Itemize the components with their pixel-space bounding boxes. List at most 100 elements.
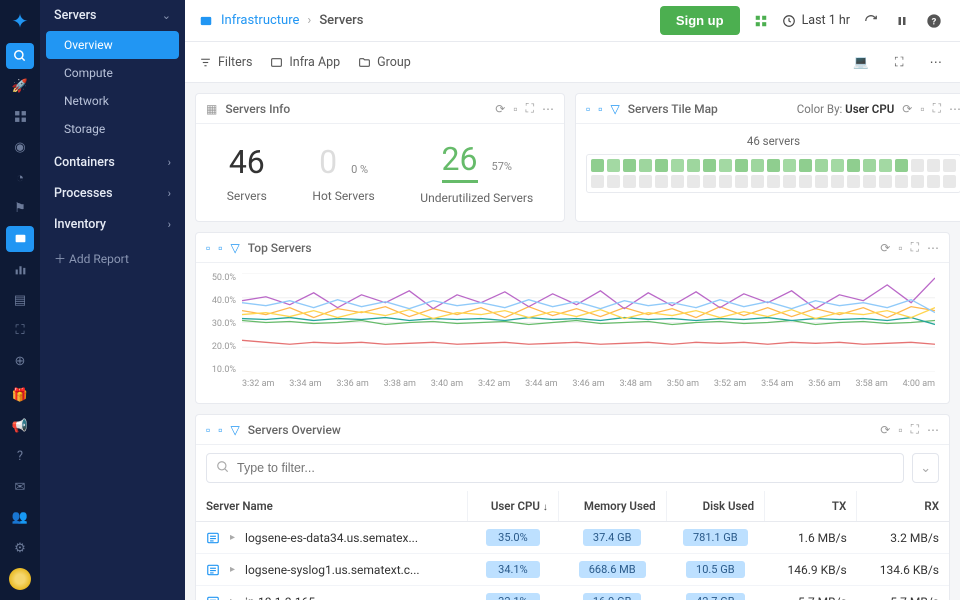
rail-megaphone-icon[interactable]: 📢 <box>6 413 34 440</box>
refresh-icon[interactable]: ⟳ <box>880 241 890 255</box>
tile[interactable] <box>911 159 924 172</box>
help-icon[interactable]: ? <box>922 9 946 33</box>
sidebar-item-storage[interactable]: Storage <box>40 115 185 143</box>
tile[interactable] <box>623 159 636 172</box>
expand-icon[interactable]: ⛶ <box>911 240 919 255</box>
sidebar-item-network[interactable]: Network <box>40 87 185 115</box>
minimize-icon[interactable]: ▫ <box>513 102 517 116</box>
table-header[interactable]: Server Name <box>196 491 468 522</box>
table-header[interactable]: Memory Used <box>558 491 666 522</box>
tile[interactable] <box>623 175 636 188</box>
expand-icon[interactable]: ▸ <box>230 532 235 543</box>
more-icon[interactable]: ⋯ <box>927 423 939 437</box>
expand-icon[interactable]: ⛶ <box>933 101 941 116</box>
expand-icon[interactable]: ⛶ <box>911 422 919 437</box>
tile[interactable] <box>719 159 732 172</box>
rail-globe-icon[interactable]: ◉ <box>6 134 34 161</box>
infra-app-button[interactable]: Infra App <box>270 55 340 70</box>
refresh-icon[interactable]: ⟳ <box>880 423 890 437</box>
sidebar-section-processes[interactable]: Processes › <box>40 178 185 209</box>
sidebar-add-report[interactable]: ＋ Add Report <box>40 240 185 277</box>
refresh-icon[interactable]: ⟳ <box>902 102 912 116</box>
rail-clock-icon[interactable]: ◔ <box>6 165 34 192</box>
tile[interactable] <box>703 175 716 188</box>
table-header[interactable]: Disk Used <box>666 491 765 522</box>
filters-button[interactable]: Filters <box>199 55 252 70</box>
tile[interactable] <box>719 175 732 188</box>
tile[interactable] <box>943 159 956 172</box>
tile[interactable] <box>687 159 700 172</box>
tile[interactable] <box>927 175 940 188</box>
tile[interactable] <box>767 175 780 188</box>
tile[interactable] <box>815 175 828 188</box>
tile[interactable] <box>783 175 796 188</box>
minimize-icon[interactable]: ▫ <box>898 241 902 255</box>
tile[interactable] <box>831 175 844 188</box>
filter-dropdown[interactable]: ⌄ <box>912 453 939 483</box>
table-row[interactable]: ▸logsene-syslog1.us.sematext.c...34.1%66… <box>196 554 949 586</box>
tile[interactable] <box>639 159 652 172</box>
tile[interactable] <box>751 175 764 188</box>
rail-gift-icon[interactable]: 🎁 <box>6 382 34 409</box>
tile[interactable] <box>847 159 860 172</box>
tile[interactable] <box>911 175 924 188</box>
filter-input[interactable] <box>206 453 904 483</box>
rail-gear-icon[interactable]: ⚙ <box>6 535 34 562</box>
pause-icon[interactable] <box>892 11 912 31</box>
filter-icon[interactable]: ▽ <box>611 102 620 116</box>
rail-avatar[interactable] <box>6 566 34 593</box>
rail-scan-icon[interactable]: ⛶ <box>6 317 34 344</box>
group-button[interactable]: Group <box>358 55 411 70</box>
refresh-icon[interactable] <box>860 10 882 32</box>
tile[interactable] <box>815 159 828 172</box>
tilemap[interactable] <box>586 154 960 193</box>
tile[interactable] <box>847 175 860 188</box>
filter-icon[interactable]: ▽ <box>231 241 240 255</box>
tile[interactable] <box>879 159 892 172</box>
chart[interactable]: 50.0%40.0%30.0%20.0%10.0% 3:32 am3:34 am… <box>206 273 939 393</box>
timerange-picker[interactable]: Last 1 hr <box>782 13 850 28</box>
rail-search-icon[interactable] <box>6 43 34 70</box>
rail-grid-icon[interactable] <box>6 104 34 131</box>
tile[interactable] <box>703 159 716 172</box>
tile[interactable] <box>687 175 700 188</box>
tile[interactable] <box>607 159 620 172</box>
table-header[interactable]: RX <box>857 491 949 522</box>
signup-button[interactable]: Sign up <box>660 6 740 35</box>
rail-doc-icon[interactable]: ▤ <box>6 287 34 314</box>
sidebar-item-overview[interactable]: Overview <box>46 31 179 59</box>
minimize-icon[interactable]: ▫ <box>898 423 902 437</box>
sidebar-section-inventory[interactable]: Inventory › <box>40 209 185 240</box>
tile[interactable] <box>735 159 748 172</box>
rail-infra-icon[interactable] <box>6 226 34 253</box>
rail-flag-icon[interactable]: ⚑ <box>6 195 34 222</box>
table-row[interactable]: ▸logsene-es-data34.us.sematex...35.0%37.… <box>196 522 949 554</box>
tile[interactable] <box>863 159 876 172</box>
sidebar-section-containers[interactable]: Containers › <box>40 147 185 178</box>
minimize-icon[interactable]: ▫ <box>920 102 924 116</box>
tile[interactable] <box>671 175 684 188</box>
tile[interactable] <box>655 159 668 172</box>
tile[interactable] <box>943 175 956 188</box>
more-icon[interactable]: ⋯ <box>926 50 947 74</box>
tile[interactable] <box>863 175 876 188</box>
logo-icon[interactable]: ✦ <box>6 8 34 35</box>
rail-chart-icon[interactable] <box>6 256 34 283</box>
more-icon[interactable]: ⋯ <box>927 241 939 255</box>
breadcrumb-link[interactable]: Infrastructure <box>221 13 299 28</box>
sidebar-section-servers[interactable]: Servers ⌄ <box>40 0 185 31</box>
apps-icon[interactable] <box>750 10 772 32</box>
tile[interactable] <box>591 175 604 188</box>
tile[interactable] <box>751 159 764 172</box>
rail-mail-icon[interactable]: ✉ <box>6 474 34 501</box>
tile[interactable] <box>799 175 812 188</box>
table-row[interactable]: ▸ip-10-1-3-16532.1%16.9 GB42.7 GB5.7 MB/… <box>196 586 949 600</box>
tile[interactable] <box>639 175 652 188</box>
tile[interactable] <box>607 175 620 188</box>
expand-icon[interactable]: ⛶ <box>526 101 534 116</box>
tile[interactable] <box>783 159 796 172</box>
tile[interactable] <box>879 175 892 188</box>
tile[interactable] <box>799 159 812 172</box>
tile[interactable] <box>895 159 908 172</box>
tile[interactable] <box>767 159 780 172</box>
